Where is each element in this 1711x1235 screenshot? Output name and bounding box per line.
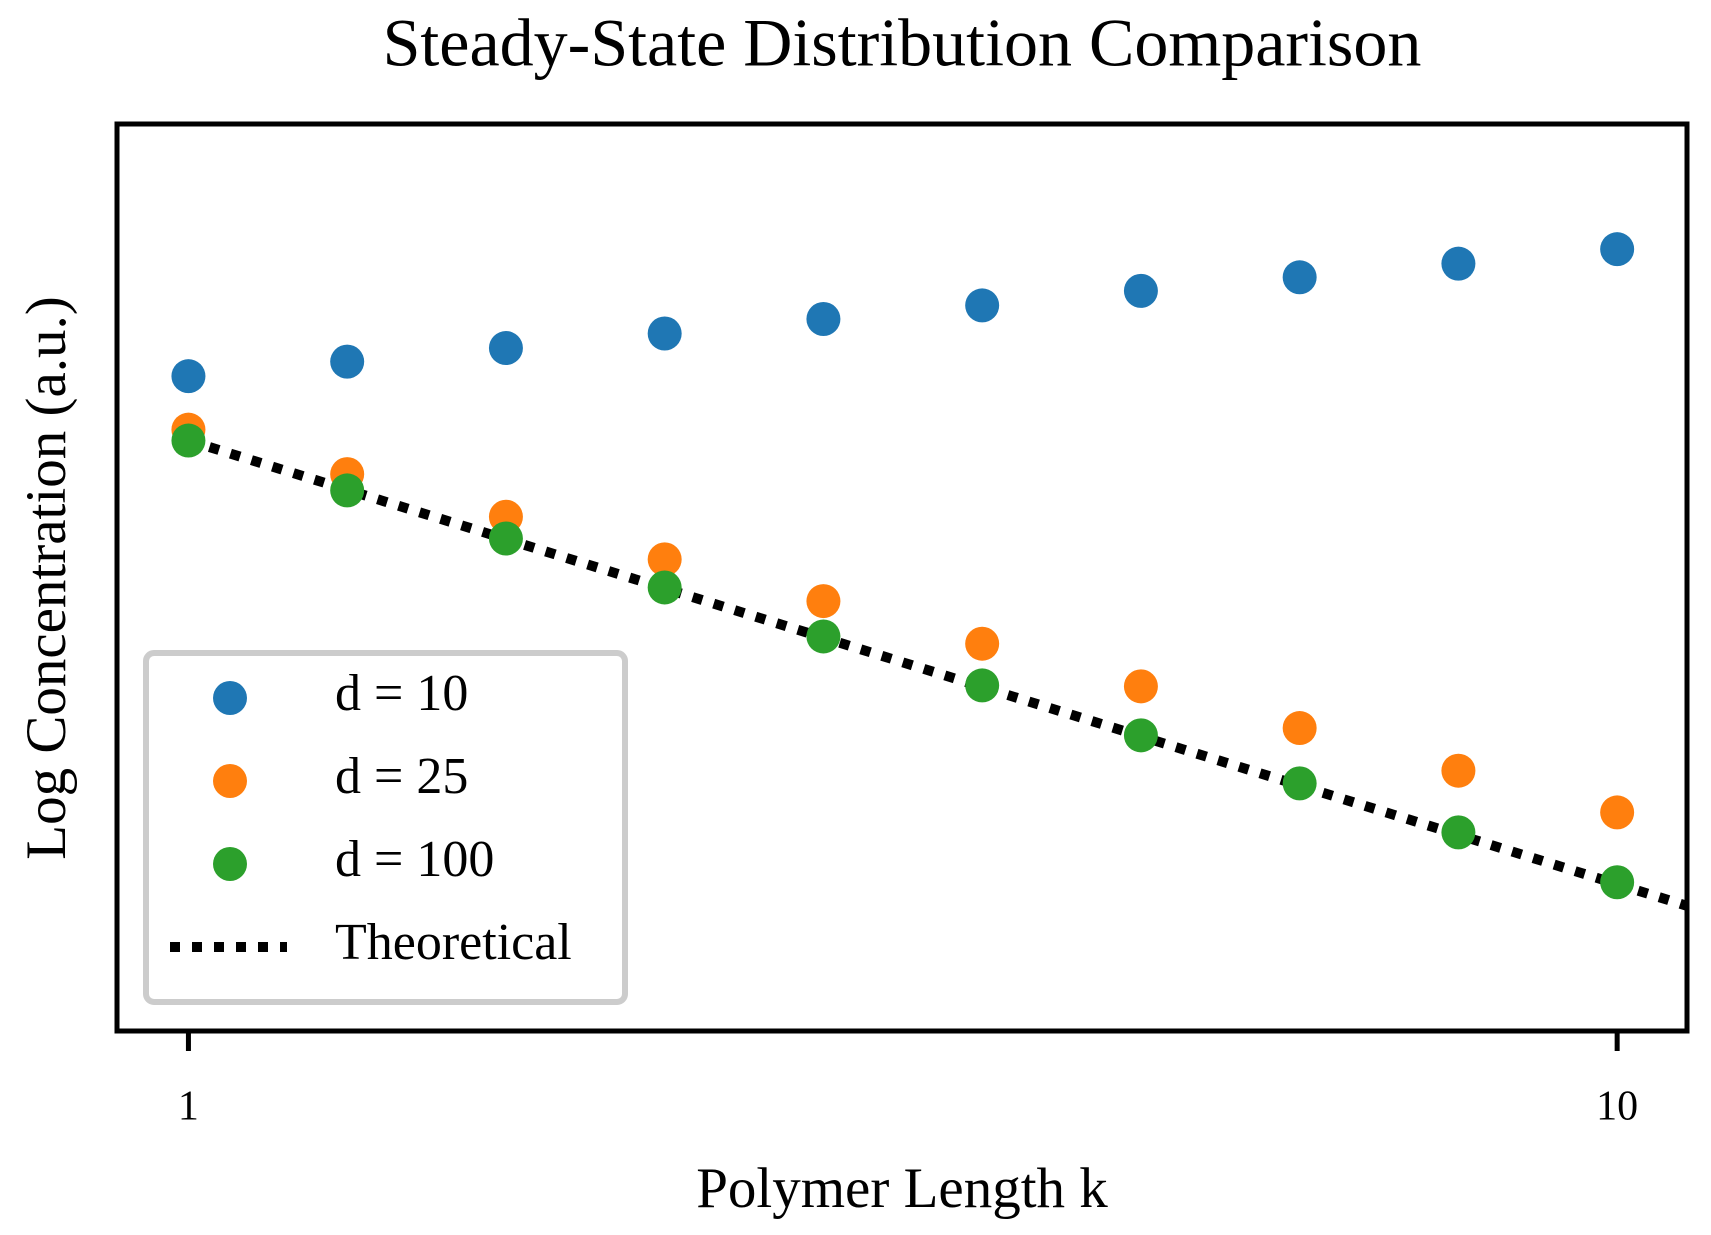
x-axis-label: Polymer Length k xyxy=(696,1157,1108,1220)
plot-frame xyxy=(114,121,1690,1034)
point xyxy=(1282,260,1317,295)
plot-area xyxy=(171,232,1687,911)
point xyxy=(330,344,365,379)
point xyxy=(1600,865,1635,900)
legend-swatch xyxy=(213,764,247,798)
point xyxy=(806,619,841,654)
point xyxy=(1441,753,1476,788)
point xyxy=(488,331,523,366)
point xyxy=(1123,669,1158,704)
point xyxy=(806,584,841,619)
legend-label: d = 100 xyxy=(335,831,494,888)
legend-box xyxy=(143,650,628,1005)
legend-swatch xyxy=(213,847,247,881)
point xyxy=(1441,246,1476,281)
point xyxy=(1600,795,1635,830)
legend-label: d = 25 xyxy=(335,748,468,805)
legend-label: d = 10 xyxy=(335,665,468,722)
legend-swatch xyxy=(213,681,247,715)
point xyxy=(1282,711,1317,746)
point xyxy=(171,423,206,458)
x-tick-label: 1 xyxy=(178,1084,199,1130)
point xyxy=(965,288,1000,323)
point xyxy=(488,521,523,556)
point xyxy=(806,302,841,337)
point xyxy=(1282,766,1317,801)
point xyxy=(647,542,682,577)
point xyxy=(647,316,682,351)
point xyxy=(1123,718,1158,753)
point xyxy=(1600,232,1635,267)
point xyxy=(330,473,365,508)
y-axis-label: Log Concentration (a.u.) xyxy=(15,296,78,860)
point xyxy=(647,570,682,605)
chart-title: Steady-State Distribution Comparison xyxy=(383,5,1422,81)
point xyxy=(965,668,1000,703)
x-tick-label: 10 xyxy=(1596,1084,1638,1130)
theoretical-line xyxy=(186,435,1687,911)
point xyxy=(171,359,206,394)
point xyxy=(1441,815,1476,850)
point xyxy=(965,626,1000,661)
legend-label: Theoretical xyxy=(335,914,572,971)
point xyxy=(1123,273,1158,308)
